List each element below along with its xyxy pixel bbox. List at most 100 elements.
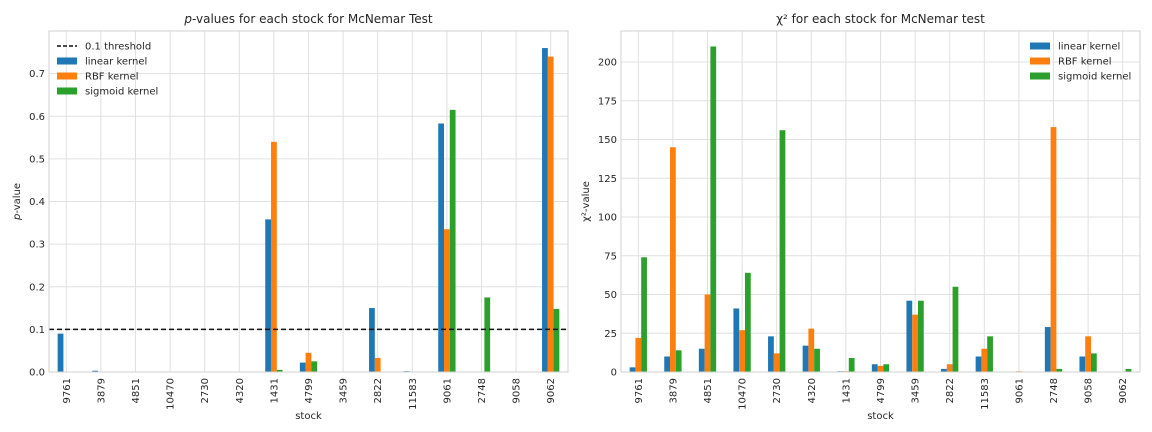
bar-RBF-kernel-3459 <box>912 314 918 372</box>
axes-frame <box>48 30 569 373</box>
legend-label: RBF kernel <box>85 72 139 83</box>
bar-linear-kernel-1431 <box>265 219 272 372</box>
x-tick-label: 9761 <box>62 378 73 403</box>
legend-label: 0.1 threshold <box>85 42 151 53</box>
bar-sigmoid-kernel-9061 <box>449 109 456 372</box>
bar-linear-kernel-2748 <box>1044 327 1051 372</box>
x-tick-label: 3459 <box>339 378 350 403</box>
y-tick-label: 175 <box>598 96 617 107</box>
chart-title-prefix: p <box>183 12 192 26</box>
bar-linear-kernel-9761 <box>57 333 64 372</box>
bar-sigmoid-kernel-11583 <box>987 336 993 372</box>
y-axis-label: χ²-value <box>581 181 592 222</box>
bar-sigmoid-kernel-9062 <box>553 308 560 372</box>
y-tick-label: 150 <box>598 135 617 146</box>
bar-linear-kernel-11583 <box>975 356 982 372</box>
bar-linear-kernel-2730 <box>768 336 774 372</box>
y-tick-label: 200 <box>598 58 617 69</box>
x-tick-label: 3879 <box>96 378 107 403</box>
x-tick-label: 1431 <box>269 378 280 403</box>
bar-linear-kernel-3879 <box>92 370 99 372</box>
bar-sigmoid-kernel-2748 <box>1056 368 1063 372</box>
bar-sigmoid-kernel-4320 <box>814 348 820 372</box>
bar-sigmoid-kernel-2730 <box>779 130 786 372</box>
bar-sigmoid-kernel-4799 <box>311 361 318 372</box>
y-tick-label: 125 <box>598 174 617 185</box>
legend-swatch <box>57 72 77 80</box>
x-tick-label: 4799 <box>876 378 887 403</box>
y-tick-label: 0.1 <box>29 325 45 336</box>
legend: 0.1 threshold linear kernel RBF kernel sigm… <box>57 42 158 98</box>
y-axis-label-text: χ²-value <box>581 181 592 222</box>
x-tick-label: 9058 <box>1084 378 1095 403</box>
y-tick-label: 50 <box>604 290 617 301</box>
chart-title-text: -values for each stock for McNemar Test <box>192 12 433 26</box>
bar-linear-kernel-2822 <box>369 308 375 372</box>
bar-sigmoid-kernel-4799 <box>883 364 890 372</box>
y-axis-label: p-value <box>12 183 23 221</box>
bar-sigmoid-kernel-1431 <box>276 369 283 372</box>
bar-linear-kernel-2822 <box>941 368 947 372</box>
legend-label: sigmoid kernel <box>1058 72 1131 83</box>
bar-sigmoid-kernel-9062 <box>1125 368 1132 372</box>
y-tick-label: 0.6 <box>29 112 45 123</box>
bar-linear-kernel-4799 <box>871 364 878 372</box>
bar-sigmoid-kernel-2822 <box>952 286 959 372</box>
bar-sigmoid-kernel-3879 <box>675 350 682 372</box>
bar-RBF-kernel-1431 <box>271 141 277 372</box>
bar-linear-kernel-3879 <box>664 356 671 372</box>
legend-swatch <box>1030 57 1050 65</box>
bar-RBF-kernel-9062 <box>547 56 554 372</box>
bar-RBF-kernel-2822 <box>374 357 381 372</box>
x-tick-label: 2748 <box>477 378 488 403</box>
bar-linear-kernel-3459 <box>906 300 913 372</box>
x-tick-label: 4320 <box>235 378 246 403</box>
x-tick-label: 3879 <box>668 378 679 403</box>
y-tick-label: 0.5 <box>29 154 45 165</box>
legend-swatch <box>57 57 77 65</box>
x-tick-label: 9062 <box>1118 378 1129 403</box>
x-tick-label: 2730 <box>200 378 211 403</box>
bar-RBF-kernel-9761 <box>635 337 642 372</box>
bar-RBF-kernel-3879 <box>670 147 676 372</box>
bar-linear-kernel-9761 <box>629 367 636 372</box>
chart-1: 0.0 0.1 0.2 0.3 0.4 0.5 0.6 0.7 9761 3879 4851 1047… <box>12 12 569 422</box>
x-tick-label: 4799 <box>304 378 315 403</box>
bar-sigmoid-kernel-9058 <box>1090 353 1097 372</box>
y-tick-label: 0.7 <box>29 69 45 80</box>
bar-RBF-kernel-2822 <box>946 364 953 372</box>
bar-linear-kernel-10470 <box>733 308 740 372</box>
legend-label: sigmoid kernel <box>85 87 158 98</box>
bar-RBF-kernel-2748 <box>1050 127 1057 372</box>
y-tick-label: 100 <box>598 213 617 224</box>
y-tick-label: 25 <box>604 329 617 340</box>
bar-sigmoid-kernel-1431 <box>848 358 855 372</box>
x-tick-label: 3459 <box>911 378 922 403</box>
bar-linear-kernel-9061 <box>438 123 445 372</box>
chart-2: 0 25 50 75 100 125 150 175 200 9761 3879 4851 10470 2… <box>581 12 1141 422</box>
bar-sigmoid-kernel-2748 <box>484 297 491 372</box>
y-tick-label: 0 <box>611 368 617 379</box>
x-axis-label: stock <box>295 411 322 422</box>
bar-linear-kernel-4851 <box>698 348 705 372</box>
bar-sigmoid-kernel-4851 <box>710 46 717 372</box>
bar-RBF-kernel-9058 <box>1085 336 1091 372</box>
x-tick-label: 9058 <box>512 378 523 403</box>
bar-sigmoid-kernel-10470 <box>744 272 751 372</box>
x-axis-label: stock <box>867 411 894 422</box>
bar-RBF-kernel-4851 <box>704 294 711 372</box>
x-tick-label: 4320 <box>807 378 818 403</box>
bar-sigmoid-kernel-3459 <box>917 300 924 372</box>
bar-RBF-kernel-4799 <box>877 365 884 372</box>
chart-title-text: χ² for each stock for McNemar test <box>776 12 985 26</box>
x-tick-label: 2822 <box>373 378 384 403</box>
x-tick-label: 2748 <box>1049 378 1060 403</box>
y-tick-label: 0.4 <box>29 197 45 208</box>
bar-linear-kernel-9062 <box>542 48 548 373</box>
bar-RBF-kernel-9061 <box>444 229 450 372</box>
y-tick-label: 0.2 <box>29 282 45 293</box>
y-tick-label: 75 <box>604 251 617 262</box>
x-tick-label: 2822 <box>945 378 956 403</box>
y-axis-label-prefix: p <box>12 214 23 221</box>
x-tick-label: 9061 <box>1014 378 1025 403</box>
